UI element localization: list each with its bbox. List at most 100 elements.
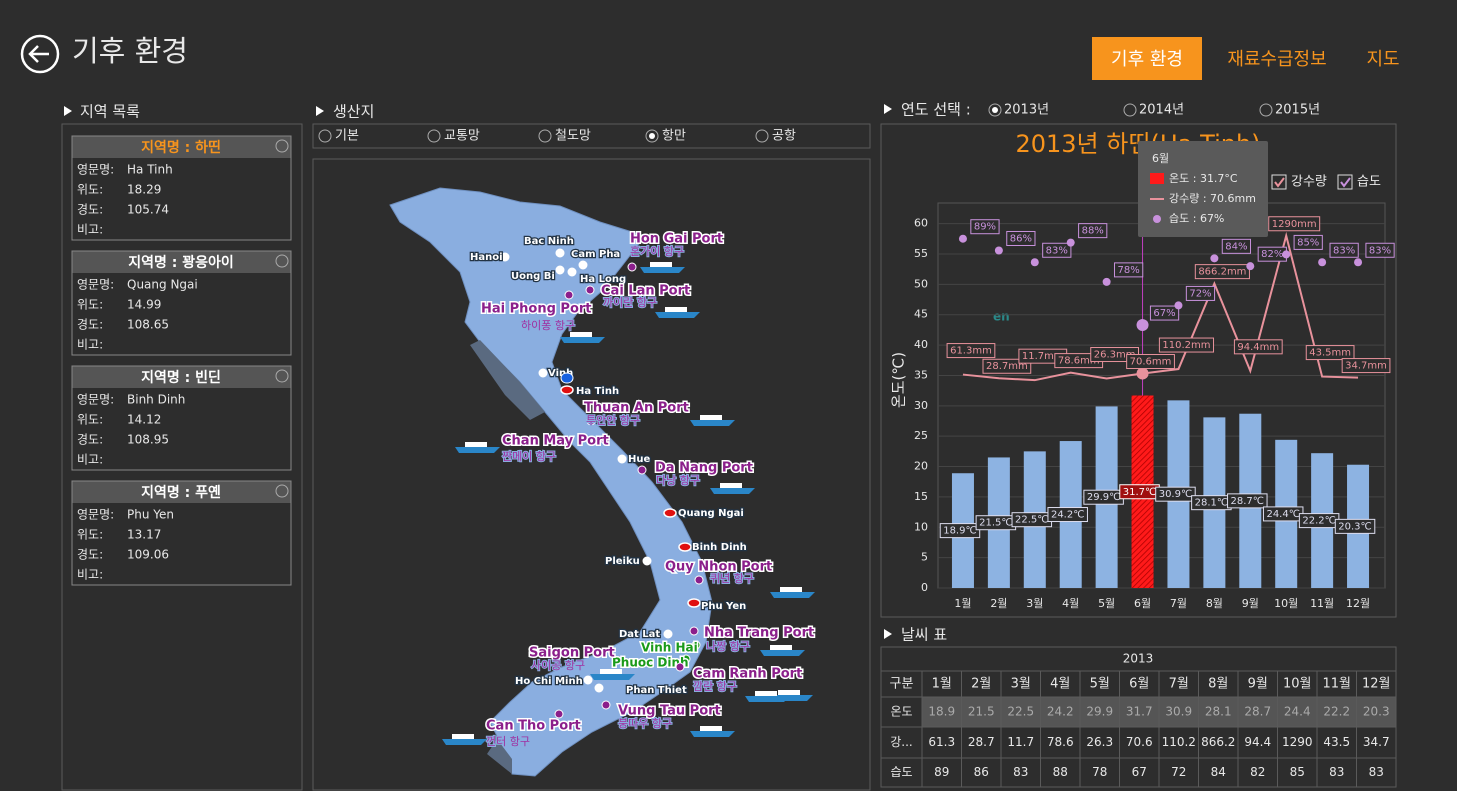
table-value: 83	[1329, 765, 1344, 779]
collapse-icon	[275, 139, 289, 153]
value-label: 20.3℃	[1338, 521, 1372, 532]
table-value: 866.2	[1201, 735, 1235, 749]
highlight-point	[1136, 367, 1149, 380]
y-tick-label: 55	[914, 247, 928, 260]
table-value: 28.7	[1244, 705, 1271, 719]
value-label-box	[1221, 238, 1251, 254]
card-title: 지역명 : 하띤	[141, 139, 221, 156]
legend-checkbox[interactable]	[1271, 174, 1287, 190]
column-header: 3월	[1011, 677, 1031, 692]
column-header: 구분	[890, 677, 914, 692]
value-label-box	[1293, 234, 1323, 250]
tooltip-line: 온도 : 31.7°C	[1169, 172, 1238, 185]
y-axis-label: 온도(℃)	[890, 352, 908, 408]
marker	[884, 104, 892, 114]
value-label-box	[1042, 242, 1072, 258]
panel	[61, 123, 303, 791]
point	[1282, 250, 1291, 259]
ship	[690, 731, 735, 737]
map-label: Can Tho Port	[486, 719, 581, 734]
table-value: 22.2	[1323, 705, 1350, 719]
map-dot	[567, 267, 577, 277]
value-label-box	[1149, 305, 1180, 321]
x-tick-label: 1월	[954, 597, 971, 610]
tooltip-title: 6월	[1152, 152, 1169, 165]
table-value: 85	[1290, 765, 1305, 779]
tooltip-icon	[1153, 215, 1161, 223]
table-value: 1290	[1282, 735, 1313, 749]
radio[interactable]	[988, 103, 1002, 117]
field-value: 13.17	[127, 528, 161, 542]
value-label-box	[1305, 345, 1355, 361]
tab[interactable]: 기후 환경	[1111, 49, 1183, 70]
map-marker	[663, 508, 677, 518]
map-sublabel: 다낭 항구	[656, 474, 700, 487]
field-label: 비고:	[77, 453, 103, 467]
value-label: 83%	[1046, 245, 1068, 256]
map-label: Cam Ranh Port	[693, 667, 802, 682]
ship-cabin	[700, 726, 722, 731]
ship-cabin	[452, 734, 474, 739]
table-value: 20.3	[1363, 705, 1390, 719]
field-label: 비고:	[77, 223, 103, 237]
value-label: 72%	[1189, 288, 1211, 299]
map-dot	[694, 575, 704, 585]
legend-checkbox[interactable]	[1337, 174, 1353, 190]
table-cell	[1198, 696, 1239, 728]
table-value: 86	[974, 765, 989, 779]
table-value: 83	[1013, 765, 1028, 779]
back-arrow	[28, 45, 49, 63]
radio[interactable]	[427, 129, 441, 143]
tooltip-icon	[1150, 173, 1164, 184]
column-header: 5월	[1090, 677, 1110, 692]
radio-dot	[992, 107, 998, 113]
y-tick-label: 40	[914, 338, 928, 351]
map-dot	[555, 248, 565, 258]
ship-cabin	[780, 587, 802, 592]
map-dot	[617, 454, 627, 464]
ship	[455, 447, 500, 453]
tab[interactable]: 재료수급정보	[1227, 49, 1326, 70]
row-header: 강...	[890, 735, 912, 749]
radio[interactable]	[755, 129, 769, 143]
point	[1210, 254, 1219, 263]
radio[interactable]	[318, 129, 332, 143]
ship	[710, 488, 755, 494]
card	[71, 365, 292, 471]
row-header: 온도	[890, 705, 912, 719]
radio[interactable]	[645, 129, 659, 143]
value-label: 34.7mm	[1345, 361, 1387, 372]
field-label: 위도:	[77, 413, 103, 427]
radio[interactable]	[1123, 103, 1137, 117]
column-header: 7월	[1169, 677, 1189, 692]
map-sublabel: 껀터 항구	[486, 735, 530, 748]
field-label: 영문명:	[77, 278, 114, 292]
ship	[690, 420, 735, 426]
radio-label: 2015년	[1275, 103, 1320, 118]
point	[1174, 301, 1183, 310]
column-header: 4월	[1050, 677, 1070, 692]
value-label-box	[1047, 507, 1088, 523]
active-tab[interactable]	[1092, 37, 1202, 80]
map-dot	[585, 285, 595, 295]
x-tick-label: 5월	[1098, 597, 1115, 610]
value-label: 83%	[1369, 245, 1391, 256]
tab[interactable]: 지도	[1366, 49, 1399, 70]
table-value: 70.6	[1126, 735, 1153, 749]
field-value: 105.74	[127, 203, 169, 217]
table-cell	[1000, 696, 1041, 728]
x-tick-label: 3월	[1026, 597, 1043, 610]
map-label: Cai Lan Port	[601, 284, 690, 299]
map-dot	[691, 640, 701, 650]
ship-cabin	[465, 442, 487, 447]
y-tick-label: 0	[921, 581, 928, 594]
ship	[560, 337, 605, 343]
value-label-box	[1341, 358, 1391, 374]
radio[interactable]	[1259, 103, 1273, 117]
back-button[interactable]	[20, 34, 60, 74]
radio-label: 2013년	[1004, 103, 1049, 118]
field-label: 경도:	[77, 548, 103, 562]
radio[interactable]	[538, 129, 552, 143]
collapse-icon	[275, 484, 289, 498]
value-label: 83%	[1333, 245, 1355, 256]
